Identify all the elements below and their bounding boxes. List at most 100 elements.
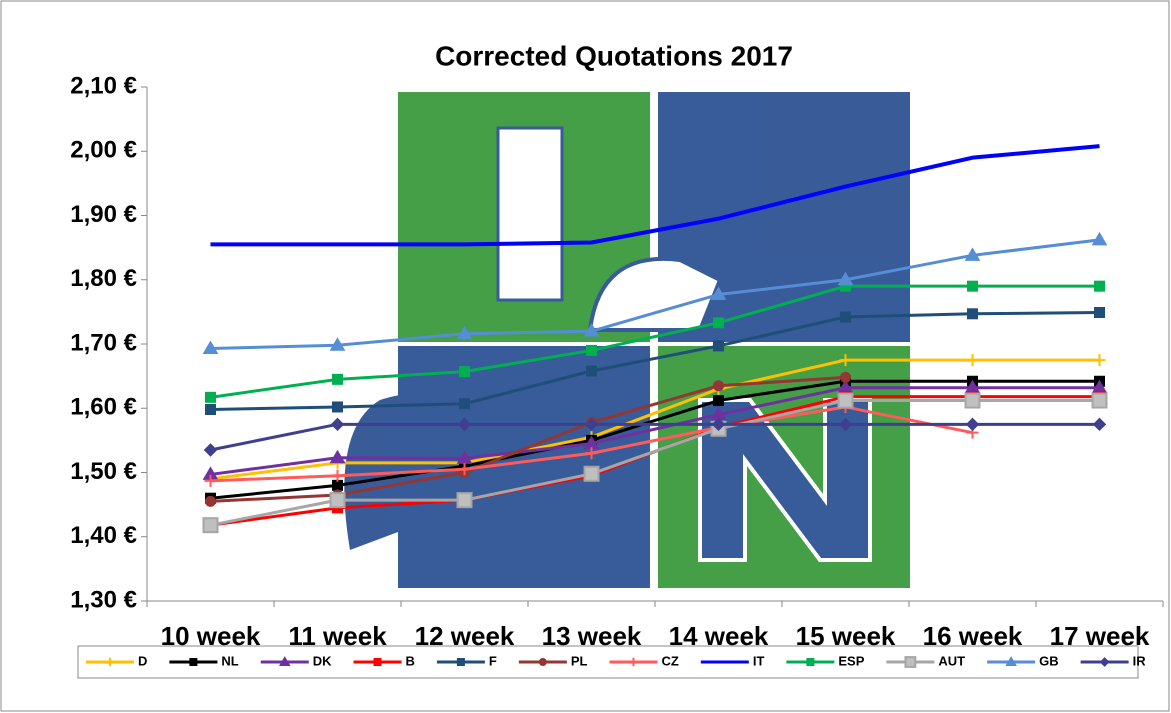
data-point (202, 340, 219, 354)
legend-marker (1005, 656, 1017, 666)
data-point (205, 404, 216, 416)
legend-marker (278, 656, 291, 666)
legend-label: DK (313, 653, 332, 668)
legend-marker (904, 656, 917, 668)
data-point (583, 465, 600, 482)
x-tick-label: 11 week (288, 621, 387, 651)
data-point (332, 373, 343, 385)
data-point (966, 354, 979, 367)
x-tick-label: 17 week (1050, 621, 1150, 651)
y-tick-label: 1,60 € (70, 394, 137, 421)
x-tick-label: 10 week (161, 621, 261, 651)
data-point (203, 443, 218, 457)
y-tick-label: 1,70 € (70, 329, 137, 356)
data-point (583, 323, 600, 337)
legend-marker (1099, 657, 1110, 667)
series-line (210, 311, 1100, 412)
data-point (967, 280, 978, 292)
data-point (585, 447, 598, 460)
legend-label: PL (571, 653, 588, 668)
data-point (713, 380, 724, 392)
data-point (840, 311, 851, 323)
series-line (210, 386, 1100, 476)
legend-marker (373, 658, 382, 666)
data-point (586, 344, 597, 356)
data-point (1091, 392, 1108, 409)
legend-marker (806, 658, 815, 666)
data-point (838, 417, 853, 432)
legend-label: IT (753, 653, 765, 668)
data-point (1094, 280, 1105, 292)
data-point (713, 317, 724, 329)
data-point (459, 366, 470, 378)
data-point (713, 340, 724, 352)
y-tick-label: 1,40 € (70, 522, 137, 549)
chart-title: Corrected Quotations 2017 (435, 40, 793, 71)
data-point (332, 479, 343, 491)
data-point (837, 392, 854, 409)
legend-label: F (489, 653, 497, 668)
data-point (713, 395, 724, 407)
data-point (967, 308, 978, 320)
legend-label: D (138, 653, 147, 668)
legend-label: NL (221, 653, 238, 668)
data-point (584, 417, 599, 432)
data-point (457, 417, 472, 432)
data-point (202, 517, 219, 534)
legend-label: ESP (838, 653, 864, 668)
legend-label: B (406, 653, 415, 668)
data-point (331, 469, 344, 482)
y-tick-label: 1,30 € (70, 586, 137, 613)
legend-label: GB (1039, 653, 1059, 668)
data-point (329, 337, 346, 351)
data-point (205, 495, 216, 507)
series-line (210, 379, 1100, 500)
data-point (839, 354, 852, 367)
legend-label: AUT (938, 653, 965, 668)
data-point (711, 417, 726, 432)
y-tick-label: 2,10 € (70, 72, 137, 99)
x-tick-label: 15 week (796, 621, 896, 651)
y-tick-label: 2,00 € (70, 137, 137, 164)
data-point (964, 392, 981, 409)
legend-box (77, 645, 1139, 679)
x-tick-label: 16 week (923, 621, 1023, 651)
data-point (1094, 307, 1105, 319)
y-tick-label: 1,90 € (70, 201, 137, 228)
legend-label: IR (1133, 653, 1147, 668)
y-tick-label: 1,80 € (70, 265, 137, 292)
background-logo (344, 92, 910, 588)
legend-marker (538, 658, 547, 666)
data-point (329, 492, 346, 509)
legend-marker (456, 658, 465, 666)
data-point (710, 286, 727, 301)
legend-marker (629, 657, 638, 667)
data-point (204, 474, 217, 487)
data-point (205, 391, 216, 403)
data-point (1092, 417, 1107, 432)
data-point (965, 417, 980, 432)
x-tick-label: 12 week (415, 621, 515, 651)
data-point (456, 492, 473, 509)
data-point (330, 417, 345, 432)
data-point (1091, 231, 1108, 246)
x-tick-label: 13 week (542, 621, 642, 651)
series-line (210, 358, 1100, 481)
series-line (210, 238, 1100, 350)
series-line (210, 399, 1100, 527)
data-point (964, 247, 981, 261)
data-point (332, 401, 343, 413)
data-point (837, 271, 854, 286)
legend-marker (105, 657, 115, 667)
data-point (456, 325, 473, 340)
data-point (329, 449, 346, 464)
series-line (210, 144, 1100, 247)
data-point (459, 398, 470, 410)
data-point (1093, 354, 1106, 367)
data-point (458, 463, 471, 476)
data-point (586, 365, 597, 377)
series-line (210, 284, 1100, 399)
data-point (840, 371, 851, 383)
